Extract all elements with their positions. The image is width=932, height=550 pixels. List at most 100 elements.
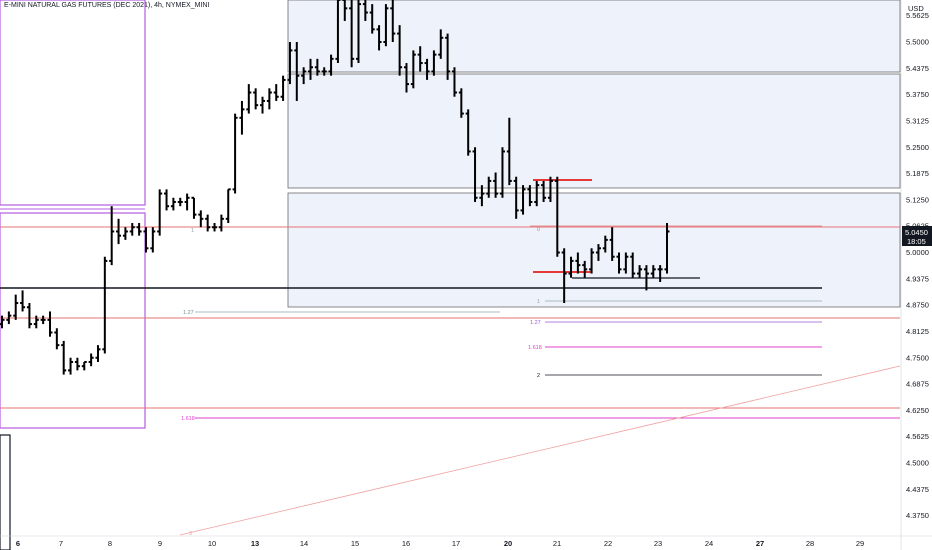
ohlc-bar bbox=[246, 84, 252, 114]
x-tick-label: 6 bbox=[16, 539, 20, 548]
ohlc-bar bbox=[136, 223, 142, 236]
ohlc-bar bbox=[493, 172, 499, 198]
ohlc-bar bbox=[328, 54, 334, 76]
time-axis[interactable]: 6 7 8 9 10 13 14 15 16 17 20 21 22 23 24 27 28 29 bbox=[0, 535, 932, 548]
ohlc-bar bbox=[472, 147, 478, 202]
fib-label-127-left: 1.27 bbox=[183, 310, 194, 316]
ohlc-bar bbox=[664, 223, 670, 274]
ohlc-bar bbox=[232, 113, 238, 194]
ohlc-bar bbox=[218, 214, 224, 232]
ohlc-bar bbox=[54, 328, 60, 350]
ohlc-bar bbox=[170, 197, 176, 211]
level-lines: 1 1.27 1.618 1 1.27 1.618 2 3 0 bbox=[0, 179, 901, 537]
y-tick-label: 4.6250 bbox=[906, 406, 929, 415]
currency-label: USD bbox=[908, 4, 924, 13]
ohlc-bar bbox=[506, 117, 512, 186]
fib-label-127: 1.27 bbox=[530, 320, 541, 326]
ohlc-bar bbox=[527, 185, 533, 207]
ohlc-bar bbox=[602, 235, 608, 253]
ohlc-bar bbox=[129, 223, 135, 236]
trend-line bbox=[179, 365, 901, 536]
ohlc-bar bbox=[273, 84, 279, 101]
ohlc-bar bbox=[499, 147, 505, 198]
ohlc-bar bbox=[287, 42, 293, 85]
ohlc-bar bbox=[403, 63, 409, 93]
ohlc-bar bbox=[547, 176, 553, 202]
fib-label-1618-left: 1.618 bbox=[181, 416, 195, 422]
y-tick-label: 5.1250 bbox=[906, 195, 929, 204]
ohlc-bar bbox=[568, 256, 574, 278]
y-tick-label: 5.5000 bbox=[906, 38, 929, 47]
last-price-countdown: 18:05 bbox=[907, 237, 926, 246]
ohlc-bar bbox=[239, 100, 245, 135]
ohlc-bar bbox=[349, 0, 355, 68]
x-tick-label: 22 bbox=[604, 539, 612, 548]
ohlc-bar bbox=[294, 42, 300, 101]
ohlc-bar bbox=[595, 244, 601, 261]
ohlc-bar bbox=[205, 214, 211, 232]
ohlc-bar bbox=[335, 0, 341, 64]
fib-label-3-left: 3 bbox=[189, 531, 192, 537]
ohlc-bar bbox=[150, 227, 156, 253]
ohlc-bar bbox=[26, 303, 32, 329]
ohlc-bar bbox=[376, 25, 382, 51]
ohlc-bar bbox=[561, 248, 567, 304]
ohlc-bar bbox=[0, 315, 5, 329]
y-tick-label: 5.3125 bbox=[906, 116, 929, 125]
ohlc-bar bbox=[321, 67, 327, 76]
ohlc-bar bbox=[582, 260, 588, 278]
supply-demand-zones bbox=[0, 0, 901, 550]
x-tick-label: 23 bbox=[654, 539, 662, 548]
ohlc-bar bbox=[541, 180, 547, 202]
ohlc-bar bbox=[102, 256, 108, 354]
price-axis[interactable]: USD 5.5625 5.5000 5.4375 5.3750 5.3125 5.2500… bbox=[900, 0, 929, 550]
ohlc-bar bbox=[266, 88, 272, 110]
ohlc-bar bbox=[122, 227, 128, 240]
ohlc-bar bbox=[355, 0, 361, 64]
x-tick-label: 9 bbox=[158, 539, 162, 548]
y-tick-label: 5.0000 bbox=[906, 248, 929, 257]
ohlc-bar bbox=[554, 176, 560, 257]
ohlc-bar bbox=[109, 206, 115, 266]
ohlc-bar bbox=[68, 357, 74, 375]
x-tick-label: 8 bbox=[108, 539, 112, 548]
zone-box-lower bbox=[287, 192, 901, 308]
ohlc-bar bbox=[253, 88, 259, 110]
ohlc-bars bbox=[0, 0, 670, 375]
ohlc-bar bbox=[81, 360, 87, 371]
ohlc-bar bbox=[301, 67, 307, 85]
x-tick-label: 7 bbox=[59, 539, 63, 548]
ohlc-bar bbox=[657, 265, 663, 282]
ohlc-bar bbox=[383, 4, 389, 47]
ohlc-bar bbox=[486, 176, 492, 198]
y-tick-label: 4.3750 bbox=[906, 511, 929, 520]
ohlc-bar bbox=[369, 4, 375, 34]
ohlc-bar bbox=[20, 290, 26, 312]
ohlc-bar bbox=[465, 109, 471, 156]
ohlc-bar bbox=[616, 252, 622, 274]
ohlc-bar bbox=[95, 345, 101, 362]
y-tick-label: 4.8125 bbox=[906, 327, 929, 336]
ohlc-bar bbox=[513, 176, 519, 219]
x-tick-label: 16 bbox=[402, 539, 410, 548]
ohlc-bar bbox=[116, 218, 122, 245]
ohlc-bar bbox=[520, 185, 526, 215]
x-tick-label: 29 bbox=[856, 539, 864, 548]
fib-label-1618: 1.618 bbox=[528, 345, 542, 351]
fib-label-0-right: 0 bbox=[537, 227, 540, 233]
ohlc-bar bbox=[438, 29, 444, 59]
y-tick-label: 4.9375 bbox=[906, 274, 929, 283]
ohlc-bar bbox=[164, 189, 170, 211]
ohlc-bar bbox=[157, 189, 163, 236]
ohlc-bar bbox=[458, 88, 464, 118]
y-tick-label: 4.5000 bbox=[906, 459, 929, 468]
ohlc-bar bbox=[390, 0, 396, 42]
ohlc-bar bbox=[88, 353, 94, 367]
last-price-badge: 5.0450 18:05 bbox=[902, 226, 932, 246]
ohlc-bar bbox=[308, 58, 314, 80]
ohlc-bar bbox=[431, 50, 437, 76]
ohlc-bar bbox=[61, 340, 67, 375]
ohlc-bar bbox=[417, 46, 423, 72]
ohlc-bar bbox=[212, 223, 218, 232]
